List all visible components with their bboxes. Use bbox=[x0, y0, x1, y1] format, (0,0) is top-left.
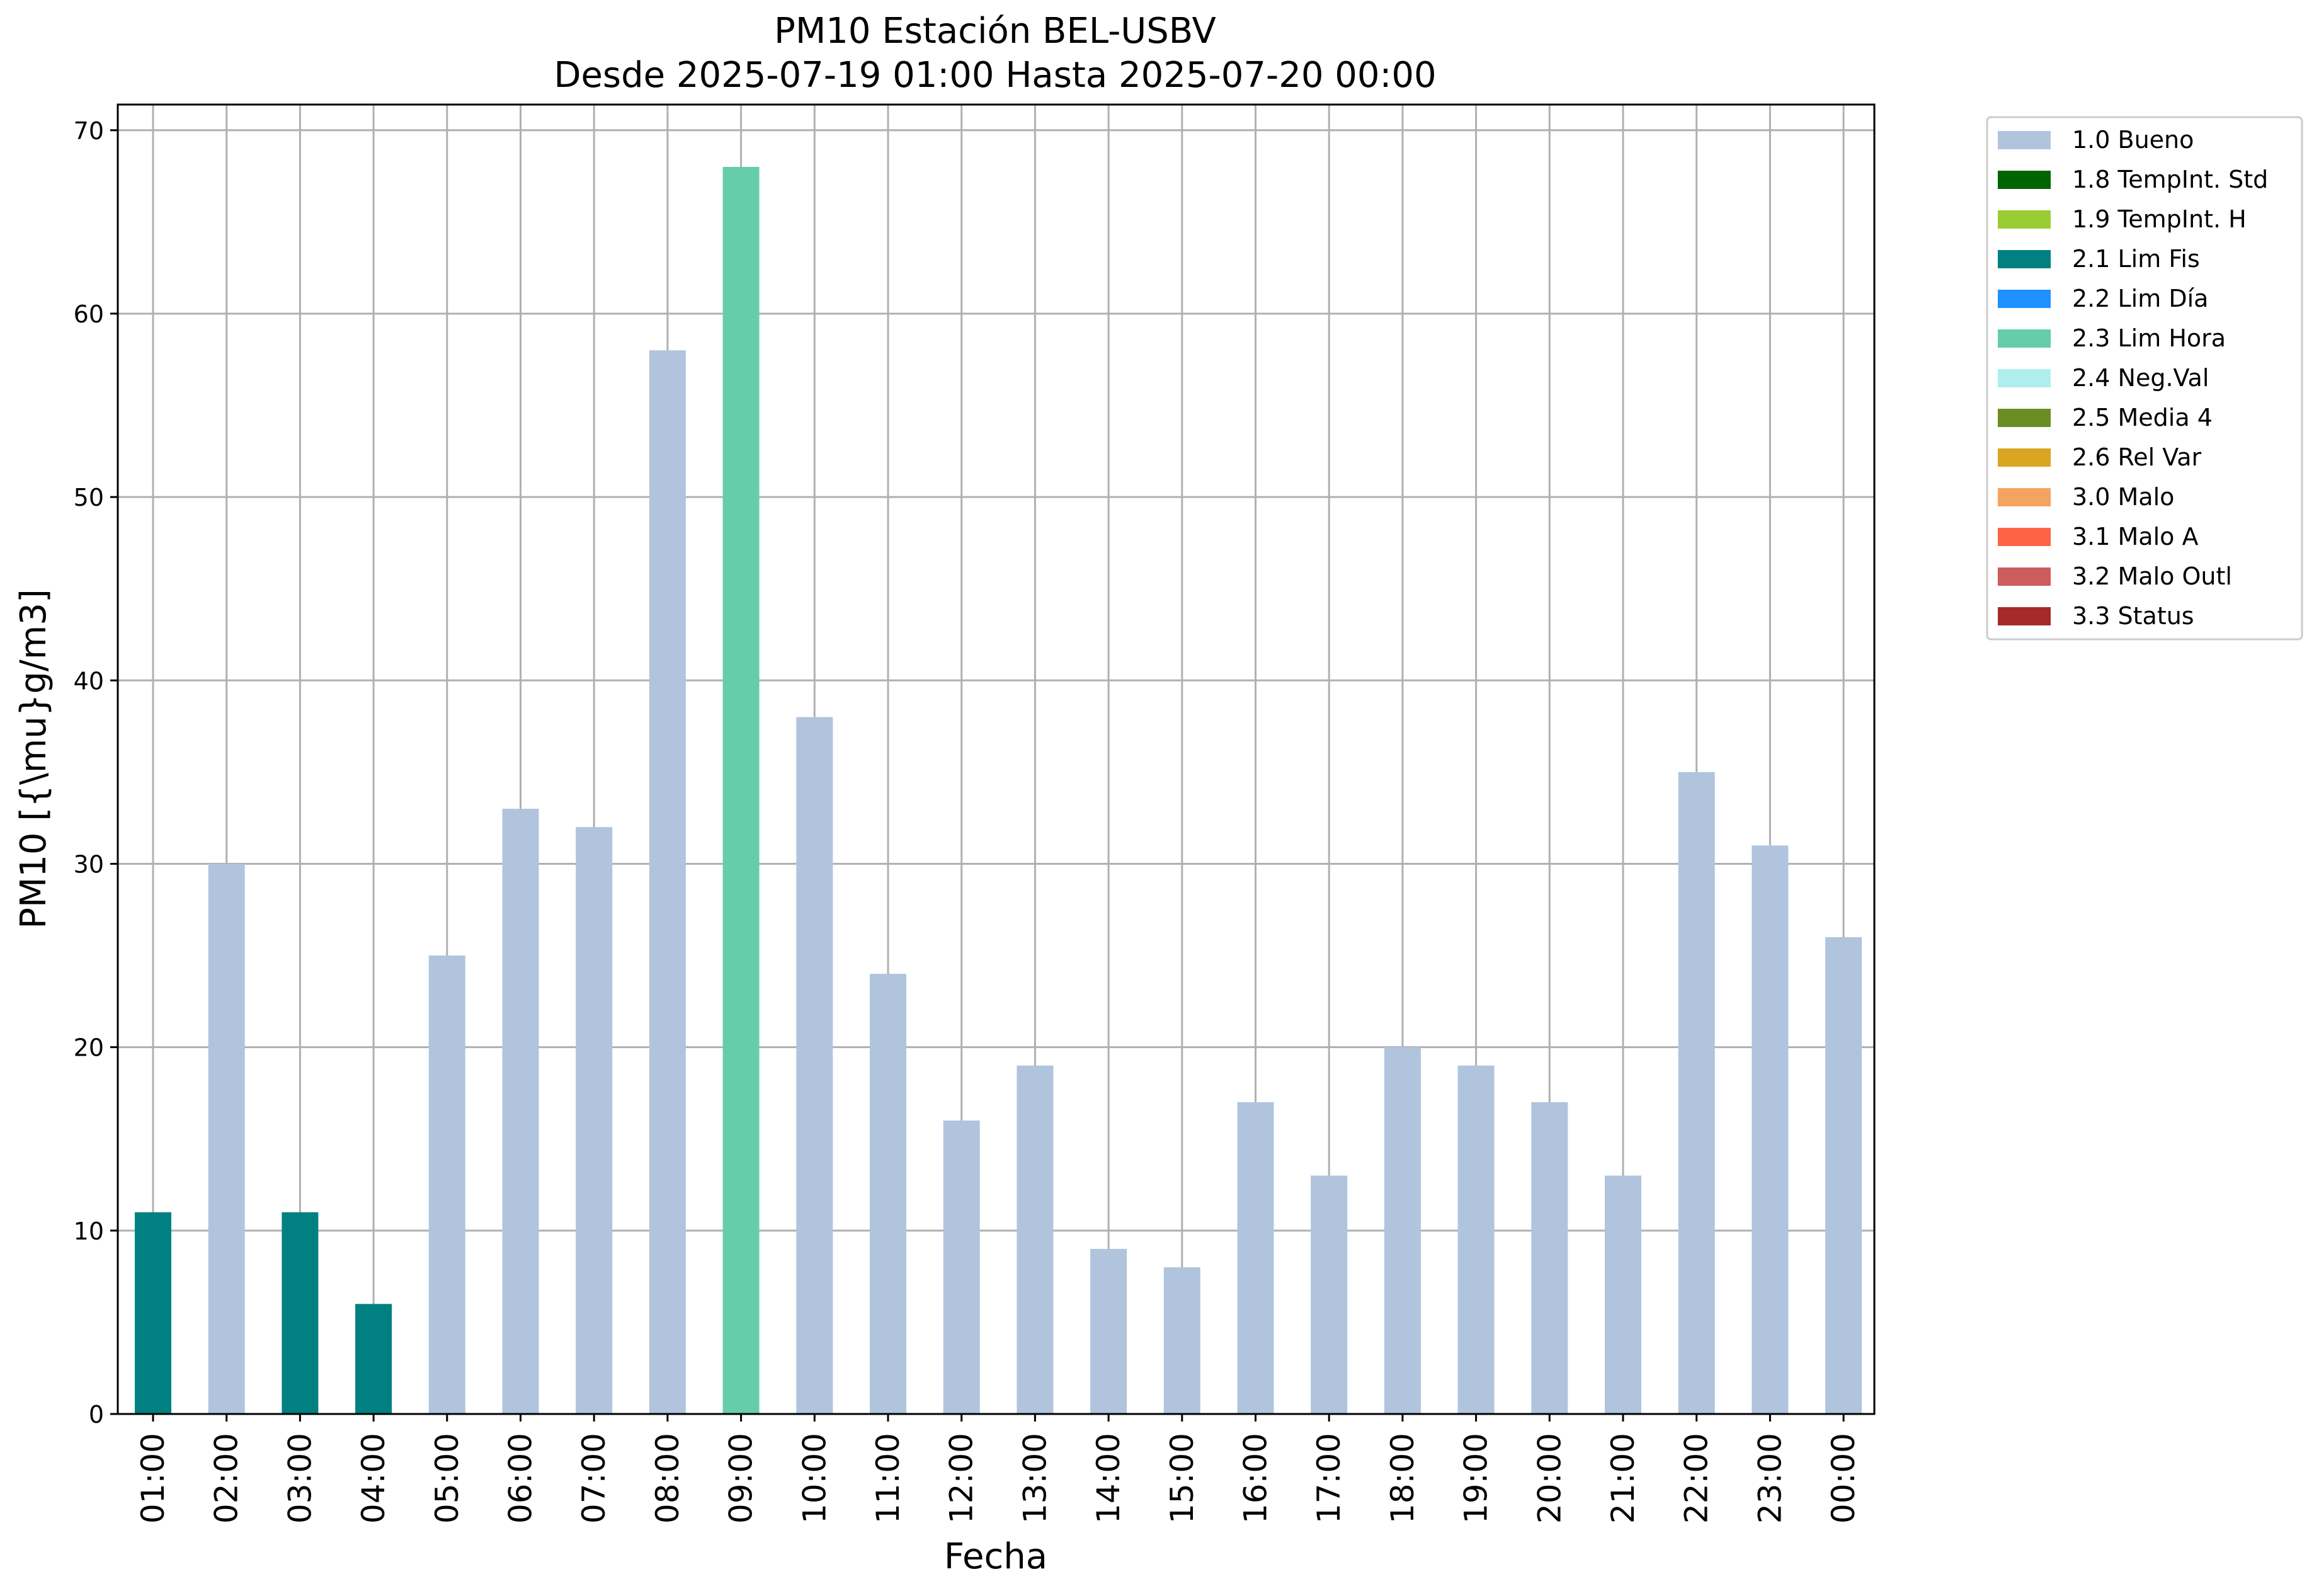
x-tick-label: 10:00 bbox=[796, 1433, 833, 1524]
bar-2200 bbox=[1678, 772, 1715, 1414]
y-tick-label: 70 bbox=[74, 117, 104, 145]
bar-1700 bbox=[1311, 1175, 1348, 1414]
bar-0300 bbox=[282, 1212, 319, 1414]
y-axis-ticks: 0 10 20 30 40 50 60 70 bbox=[74, 117, 118, 1428]
y-axis-label: PM10 [{\mu}g/m3] bbox=[13, 589, 54, 929]
x-axis-ticks: 01:00 02:00 03:00 04:00 05:00 06:00 07:00 08:00… bbox=[135, 1414, 1862, 1524]
legend-swatch bbox=[1998, 528, 2051, 546]
x-tick-label: 15:00 bbox=[1164, 1433, 1200, 1524]
bar-2100 bbox=[1605, 1175, 1641, 1414]
bar-1000 bbox=[796, 717, 833, 1414]
bar-1800 bbox=[1384, 1047, 1421, 1414]
x-tick-label: 19:00 bbox=[1458, 1433, 1495, 1524]
legend-frame bbox=[1986, 116, 2303, 641]
x-tick-label: 04:00 bbox=[355, 1433, 392, 1524]
legend-label: 2.4 Neg.Val bbox=[2072, 364, 2209, 392]
bar-0100 bbox=[135, 1212, 171, 1414]
bar-0800 bbox=[649, 350, 686, 1415]
legend-swatch bbox=[1998, 409, 2051, 427]
legend-label: 3.2 Malo Outl bbox=[2072, 562, 2232, 590]
x-tick-label: 01:00 bbox=[135, 1433, 171, 1524]
legend-label: 2.3 Lim Hora bbox=[2072, 324, 2226, 352]
x-tick-label: 07:00 bbox=[576, 1433, 612, 1524]
x-axis-label: Fecha bbox=[944, 1536, 1047, 1577]
y-tick-label: 0 bbox=[89, 1401, 104, 1428]
bar-2300 bbox=[1752, 845, 1789, 1414]
bars bbox=[135, 167, 1862, 1415]
x-tick-label: 14:00 bbox=[1090, 1433, 1127, 1524]
x-tick-label: 16:00 bbox=[1238, 1433, 1274, 1524]
y-tick-label: 40 bbox=[74, 667, 104, 695]
legend-swatch bbox=[1998, 131, 2051, 149]
legend-swatch bbox=[1998, 250, 2051, 268]
x-tick-label: 08:00 bbox=[649, 1433, 686, 1524]
bar-0700 bbox=[576, 827, 613, 1414]
x-tick-label: 06:00 bbox=[503, 1433, 539, 1524]
bar-1300 bbox=[1017, 1065, 1054, 1414]
x-tick-label: 09:00 bbox=[723, 1433, 760, 1524]
x-tick-label: 18:00 bbox=[1384, 1433, 1421, 1524]
y-tick-label: 10 bbox=[74, 1217, 104, 1245]
x-tick-label: 17:00 bbox=[1311, 1433, 1347, 1524]
x-tick-label: 02:00 bbox=[208, 1433, 245, 1524]
x-tick-label: 22:00 bbox=[1678, 1433, 1715, 1524]
x-tick-label: 03:00 bbox=[282, 1433, 318, 1524]
bar-1100 bbox=[870, 974, 906, 1414]
legend: 1.0 Bueno 1.8 TempInt. Std 1.9 TempInt. H 2… bbox=[1986, 116, 2303, 641]
legend-swatch bbox=[1998, 488, 2051, 506]
legend-label: 3.1 Malo A bbox=[2072, 523, 2198, 550]
legend-swatch bbox=[1998, 448, 2051, 467]
x-tick-label: 00:00 bbox=[1825, 1433, 1862, 1524]
legend-swatch bbox=[1998, 171, 2051, 189]
legend-swatch bbox=[1998, 329, 2051, 348]
plot-frame bbox=[117, 103, 1876, 1415]
legend-label: 3.0 Malo bbox=[2072, 483, 2174, 511]
legend-swatch bbox=[1998, 290, 2051, 308]
legend-label: 1.8 TempInt. Std bbox=[2072, 166, 2268, 193]
bar-1600 bbox=[1237, 1102, 1274, 1414]
legend-swatch bbox=[1998, 210, 2051, 229]
bar-0600 bbox=[502, 809, 539, 1414]
legend-swatch bbox=[1998, 607, 2051, 625]
x-tick-label: 13:00 bbox=[1017, 1433, 1053, 1524]
bar-0400 bbox=[355, 1304, 392, 1414]
bar-0500 bbox=[428, 955, 465, 1414]
x-tick-label: 23:00 bbox=[1752, 1433, 1788, 1524]
x-tick-label: 21:00 bbox=[1605, 1433, 1641, 1524]
x-tick-label: 05:00 bbox=[429, 1433, 465, 1524]
bar-1900 bbox=[1457, 1065, 1495, 1414]
y-tick-label: 60 bbox=[74, 300, 104, 328]
legend-label: 1.9 TempInt. H bbox=[2072, 205, 2247, 233]
chart-title-line1: PM10 Estación BEL-USBV bbox=[774, 11, 1216, 52]
y-tick-label: 20 bbox=[74, 1034, 104, 1062]
bar-0200 bbox=[208, 864, 245, 1414]
legend-swatch bbox=[1998, 369, 2051, 387]
bar-1500 bbox=[1163, 1267, 1200, 1414]
bar-2000 bbox=[1531, 1102, 1568, 1414]
bar-1200 bbox=[943, 1120, 980, 1414]
legend-label: 2.1 Lim Fis bbox=[2072, 245, 2200, 273]
legend-label: 2.2 Lim Día bbox=[2072, 285, 2208, 312]
y-tick-label: 30 bbox=[74, 850, 104, 878]
chart-title-line2: Desde 2025-07-19 01:00 Hasta 2025-07-20 … bbox=[554, 55, 1436, 96]
legend-label: 3.3 Status bbox=[2072, 602, 2194, 630]
x-tick-label: 20:00 bbox=[1531, 1433, 1568, 1524]
legend-swatch bbox=[1998, 567, 2051, 586]
bar-0000 bbox=[1825, 937, 1862, 1414]
y-tick-label: 50 bbox=[74, 484, 104, 511]
legend-label: 2.6 Rel Var bbox=[2072, 443, 2202, 471]
x-tick-label: 12:00 bbox=[943, 1433, 980, 1524]
x-tick-label: 11:00 bbox=[870, 1433, 906, 1524]
legend-label: 1.0 Bueno bbox=[2072, 126, 2194, 154]
bar-0900 bbox=[722, 167, 760, 1414]
bar-1400 bbox=[1090, 1248, 1127, 1414]
legend-label: 2.5 Media 4 bbox=[2072, 404, 2213, 431]
